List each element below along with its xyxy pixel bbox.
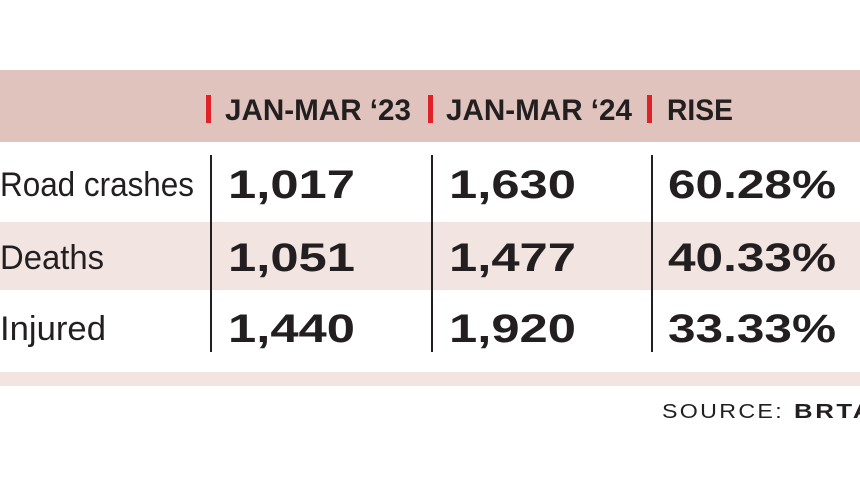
column-header: RISE xyxy=(667,94,733,127)
column-header: JAN-MAR ‘23 xyxy=(225,94,411,127)
column-header: JAN-MAR ‘24 xyxy=(446,94,632,127)
cell-value: 1,017 xyxy=(228,163,355,207)
header-marker xyxy=(428,95,433,123)
cell-value: 1,630 xyxy=(449,163,576,207)
header-marker xyxy=(647,95,652,123)
source-label: SOURCE: xyxy=(662,401,784,423)
cell-value: 1,477 xyxy=(449,236,576,280)
cell-value: 1,440 xyxy=(228,307,355,351)
row-label: Injured xyxy=(0,310,106,348)
cell-value: 1,920 xyxy=(449,307,576,351)
cell-value: 60.28% xyxy=(668,163,836,207)
source-name: BRTA xyxy=(794,401,860,423)
cell-value: 40.33% xyxy=(668,236,836,280)
cell-value: 33.33% xyxy=(668,307,836,351)
header-marker xyxy=(206,95,211,123)
row-label: Road crashes xyxy=(0,166,194,204)
cells: JAN-MAR ‘23 JAN-MAR ‘24 RISE Road crashes 1,… xyxy=(0,94,836,351)
cell-value: 1,051 xyxy=(228,236,355,280)
row-label: Deaths xyxy=(0,239,104,277)
row-band xyxy=(0,222,860,290)
bottom-band xyxy=(0,372,860,386)
